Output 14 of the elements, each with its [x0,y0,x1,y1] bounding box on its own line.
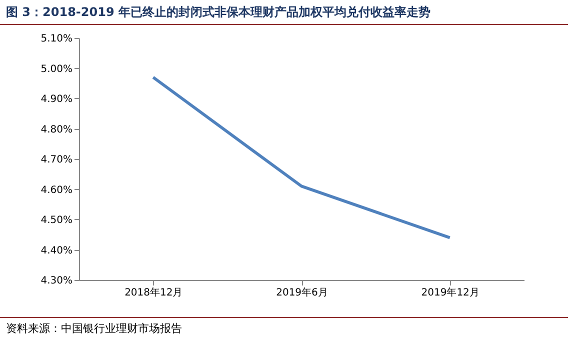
chart-title: 图 3：2018-2019 年已终止的封闭式非保本理财产品加权平均兑付收益率走势 [0,0,568,25]
y-tick-label: 4.50% [40,215,72,226]
y-tick-label: 4.70% [40,154,72,166]
y-tick-label: 5.00% [40,64,72,75]
x-tick-label: 2019年12月 [421,286,480,298]
y-tick-label: 4.90% [40,94,72,105]
y-tick-label: 5.10% [40,34,72,44]
x-tick-label: 2018年12月 [124,286,183,298]
y-tick-label: 4.60% [40,184,72,196]
x-tick-label: 2019年6月 [276,286,328,298]
y-tick-label: 4.80% [40,124,72,136]
text: 资料来源：中国银行业理财市场报告 [0,317,568,339]
y-tick-label: 4.40% [40,245,72,256]
y-tick-label: 4.30% [40,276,72,286]
